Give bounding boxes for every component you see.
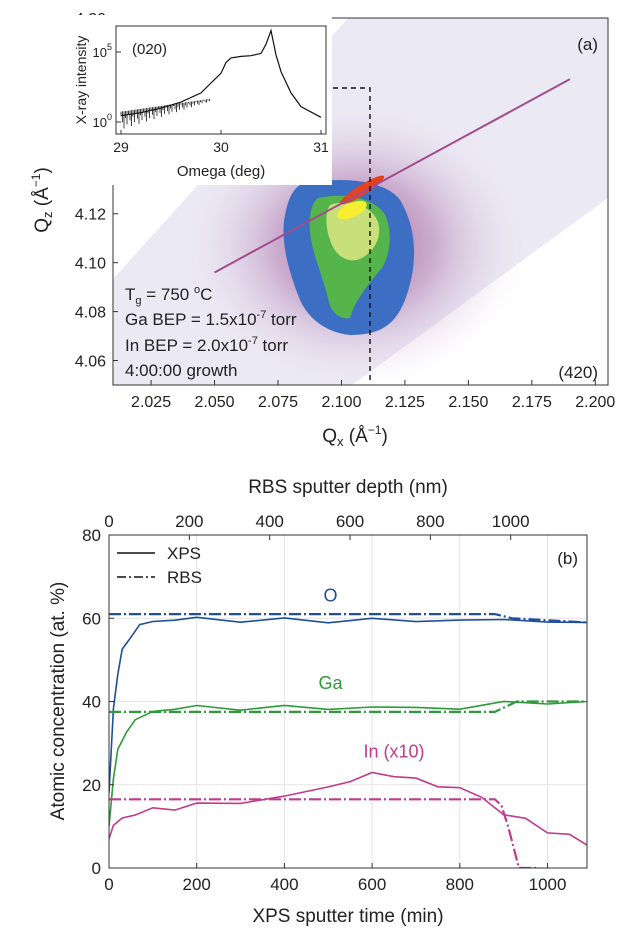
panel-b-xtick-label: 1000 [529, 875, 567, 894]
panel-b-ytick-label: 20 [82, 776, 101, 795]
inset-x-axis-label: Omega (deg) [177, 163, 265, 180]
inset-xtick-label: 31 [313, 139, 329, 155]
growth-temperature: Tg = 750 oC [125, 284, 212, 307]
panel-b-series [109, 612, 587, 868]
panel-b-top-xtick-label: 400 [255, 512, 283, 531]
panel-a-ytick-label: 4.06 [75, 354, 106, 371]
panel-a-xtick-label: 2.175 [512, 394, 552, 411]
panel-b-y-axis-label: Atomic concentration (at. %) [48, 582, 69, 821]
in-bep: In BEP = 2.0x10-7 torr [125, 335, 288, 355]
rsm-diagonal-streak [214, 78, 571, 274]
panel-a-y-axis-label: Qz (Å−1) [29, 167, 55, 233]
panel-a: 2.025 2.050 2.075 2.100 2.125 2.150 2.175 2.200… [29, 11, 615, 449]
panel-a-label: (a) [577, 35, 598, 54]
panel-b-ytick-label: 60 [82, 609, 101, 628]
panel-b-x-axis-label: XPS sputter time (min) [252, 906, 443, 927]
inset-y-axis-label: X-ray intensity [73, 36, 89, 125]
panel-b-top-xtick-label: 600 [336, 512, 364, 531]
panel-a-x-ticks: 2.025 2.050 2.075 2.100 2.125 2.150 2.175 2.200 [131, 380, 615, 411]
panel-b-xtick-label: 200 [183, 875, 211, 894]
panel-a-frame [112, 17, 609, 386]
series-rbs-3-line [109, 700, 587, 714]
panel-a-xtick-label: 2.125 [385, 394, 425, 411]
inset-x-ticks: 29 30 31 [113, 130, 329, 155]
omega-scan-curve [120, 28, 322, 118]
reflection-label: (420) [558, 363, 598, 382]
panel-b-xtick-label: 800 [446, 875, 474, 894]
panel-b-label: (b) [557, 549, 578, 568]
panel-b-x-ticks: 0 200 400 600 800 1000 [104, 863, 566, 894]
panel-a-xtick-label: 2.200 [575, 394, 615, 411]
series-rbs-1-line [109, 612, 587, 624]
panel-b-legend: XPS RBS [117, 544, 202, 587]
panel-b-ytick-label: 80 [82, 526, 101, 545]
panel-b-top-xtick-label: 800 [416, 512, 444, 531]
series-label: In (x10) [364, 742, 425, 762]
inset-label: (020) [132, 41, 167, 58]
panel-a-xtick-label: 2.050 [195, 394, 235, 411]
inset-xtick-label: 29 [113, 139, 129, 155]
series-in-x10-line [109, 771, 587, 846]
panel-b-xtick-label: 0 [104, 875, 113, 894]
growth-conditions: Tg = 750 oC Ga BEP = 1.5x10-7 torr In BE… [125, 284, 297, 380]
panel-b-y-ticks: 0 20 40 60 80 [82, 526, 114, 878]
series-label: Ga [318, 673, 343, 693]
series-ga-line [109, 700, 587, 827]
panel-a-ytick-label: 4.08 [75, 305, 106, 322]
omega-scan-inset: 29 30 31 105 100 (020) Omega (deg) X-ray i… [70, 15, 332, 185]
legend-rbs-label: RBS [167, 568, 202, 587]
rsm-yellow-peak [337, 200, 367, 220]
inset-xtick-label: 30 [213, 139, 229, 155]
panel-b-xtick-label: 400 [270, 875, 298, 894]
panel-b: RBS sputter depth (nm) 0 200 400 600 800 1000… [48, 477, 588, 927]
legend-xps-label: XPS [167, 544, 201, 563]
panel-a-xtick-label: 2.150 [448, 394, 488, 411]
series-rbs-5-line [109, 798, 539, 868]
omega-scan-noise [120, 98, 210, 129]
panel-b-top-axis-label: RBS sputter depth (nm) [248, 477, 448, 498]
panel-a-ytick-label: 4.10 [75, 256, 106, 273]
panel-b-top-xtick-label: 1000 [492, 512, 530, 531]
growth-duration: 4:00:00 growth [125, 361, 237, 380]
panel-b-ytick-label: 40 [82, 693, 101, 712]
panel-b-xtick-label: 600 [358, 875, 386, 894]
series-label: O [323, 586, 337, 606]
inset-background [70, 15, 332, 185]
panel-b-top-xtick-label: 0 [104, 512, 113, 531]
series-o-line [109, 616, 587, 794]
panel-a-xtick-label: 2.025 [131, 394, 171, 411]
panel-b-series-labels: O Ga In (x10) [318, 586, 424, 762]
ga-bep: Ga BEP = 1.5x10-7 torr [125, 309, 297, 329]
panel-b-ytick-label: 0 [92, 859, 101, 878]
panel-a-xtick-label: 2.100 [321, 394, 361, 411]
panel-b-top-xtick-label: 200 [175, 512, 203, 531]
panel-a-x-axis-label: Qx (Å−1) [322, 423, 388, 449]
panel-a-xtick-label: 2.075 [258, 394, 298, 411]
panel-a-ytick-label: 4.12 [75, 207, 106, 224]
panel-b-top-x-ticks: 0 200 400 600 800 1000 [104, 512, 530, 540]
